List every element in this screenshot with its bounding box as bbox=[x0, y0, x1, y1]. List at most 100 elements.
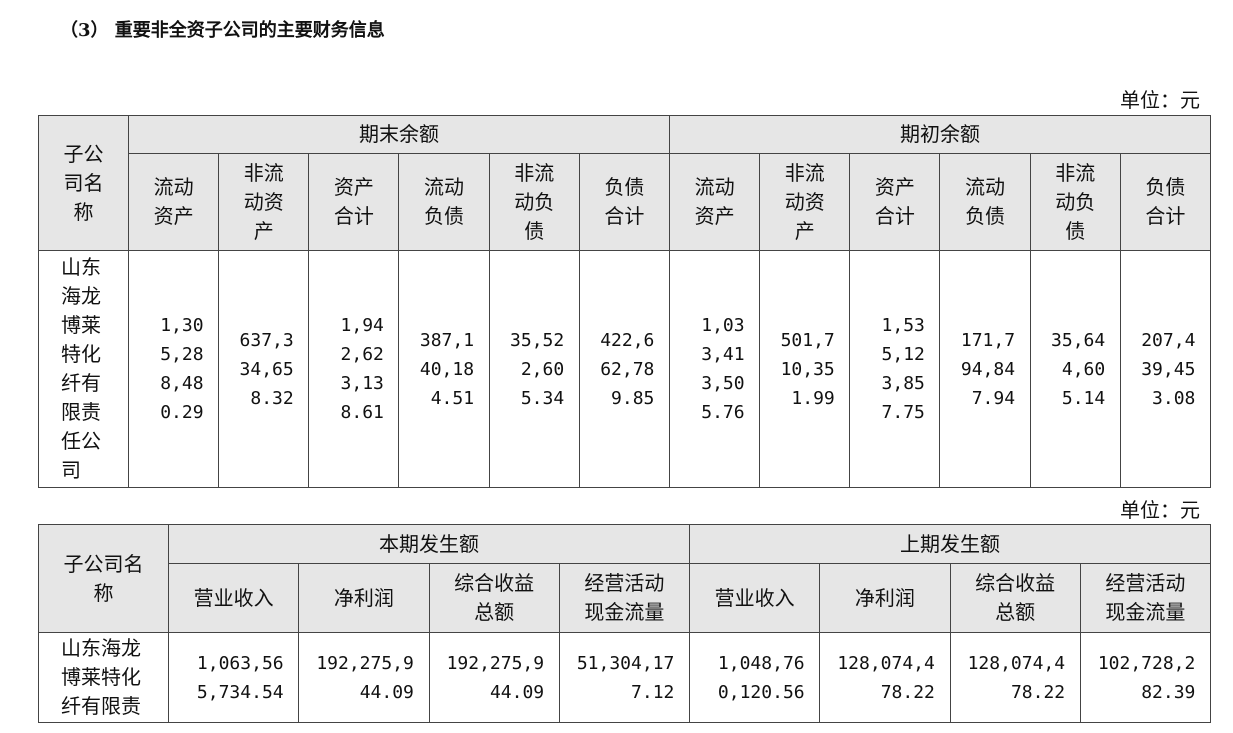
table: 子公司名称 期末余额 期初余额 流动资产 非流动资产 资产合计 流动负债 非流动负债 负债合计流… bbox=[38, 115, 1212, 488]
cell-text: 192,275,944.09 bbox=[316, 652, 414, 703]
cell-text: 1,063,565,734.54 bbox=[196, 652, 284, 703]
column-header: 非流动负债 bbox=[488, 153, 580, 251]
value-cell: 35,522,605.34 bbox=[488, 250, 580, 488]
header-row: 子公司名称 本期发生额 上期发生额 bbox=[38, 524, 1211, 633]
column-header: 经营活动现金流量 bbox=[1079, 563, 1212, 633]
cell-text: 上期发生额 bbox=[900, 531, 1000, 556]
data-row: 山东海龙博莱特化纤有限责 1,063,565,734.54 192,275,944.… bbox=[38, 632, 1212, 723]
value-cell: 192,275,944.09 bbox=[298, 632, 430, 723]
column-header: 流动负债 bbox=[939, 153, 1031, 251]
data-row: 山东海龙博莱特化纤有限责任公司 1,305,288,480.29 637,334,6… bbox=[38, 250, 1212, 488]
column-header: 流动资产 bbox=[669, 153, 761, 251]
value-cell: 128,074,478.22 bbox=[819, 632, 951, 723]
cell-text: 流动资产 bbox=[153, 175, 194, 228]
group-header: 期初余额 bbox=[669, 115, 1212, 154]
value-cell: 51,304,177.12 bbox=[558, 632, 691, 723]
value-cell: 171,794,847.94 bbox=[939, 250, 1031, 488]
column-header: 资产合计 bbox=[308, 153, 400, 251]
value-cell: 207,439,453.08 bbox=[1119, 250, 1212, 488]
cell-text: 流动负债 bbox=[424, 175, 465, 228]
column-header: 负债合计 bbox=[1119, 153, 1212, 251]
cell-text: 1,535,123,857.75 bbox=[881, 315, 925, 423]
cell-text: 387,140,184.51 bbox=[419, 329, 475, 409]
cell-text: 1,942,623,138.61 bbox=[340, 315, 384, 423]
cell-text: 非流动负债 bbox=[514, 160, 555, 243]
column-header: 流动资产 bbox=[127, 153, 220, 251]
cell-text: 综合收益总额 bbox=[975, 571, 1056, 624]
cell-text: 期末余额 bbox=[359, 122, 439, 146]
group-header: 本期发生额 bbox=[168, 524, 690, 564]
cell-text: 经营活动现金流量 bbox=[584, 571, 665, 624]
cell-text: 非流动资产 bbox=[784, 160, 825, 243]
column-header: 非流动负债 bbox=[1029, 153, 1121, 251]
cell-text: 637,334,658.32 bbox=[239, 329, 294, 409]
cell-text: 资产合计 bbox=[874, 175, 915, 228]
column-header: 营业收入 bbox=[167, 563, 300, 633]
cell-text: 非流动负债 bbox=[1055, 160, 1096, 243]
cell-text: 资产合计 bbox=[333, 175, 374, 228]
cell-text: 1,048,760,120.56 bbox=[717, 652, 805, 703]
cell-text: 128,074,478.22 bbox=[967, 652, 1066, 703]
cell-text: 子公司名称 bbox=[63, 551, 144, 605]
value-cell: 35,644,605.14 bbox=[1029, 250, 1121, 488]
value-cell: 1,063,565,734.54 bbox=[167, 632, 300, 723]
column-header: 净利润 bbox=[298, 563, 430, 633]
cell-text: 35,522,605.34 bbox=[510, 329, 565, 409]
cell-text: 负债合计 bbox=[604, 175, 645, 228]
column-header: 负债合计 bbox=[578, 153, 671, 251]
corner-header: 子公司名称 bbox=[38, 115, 129, 251]
column-header: 营业收入 bbox=[688, 563, 821, 633]
cell-text: 1,305,288,480.29 bbox=[160, 315, 204, 423]
cell-text: 非流动资产 bbox=[243, 160, 284, 243]
cell-text: 35,644,605.14 bbox=[1051, 329, 1106, 409]
cell-text: 102,728,282.39 bbox=[1097, 652, 1196, 703]
cell-text: 422,662,789.85 bbox=[600, 329, 655, 409]
group-header: 上期发生额 bbox=[689, 524, 1211, 564]
cell-text: 51,304,177.12 bbox=[576, 652, 675, 703]
cell-text: 流动负债 bbox=[965, 175, 1006, 228]
column-header: 净利润 bbox=[819, 563, 951, 633]
value-cell: 1,033,413,505.76 bbox=[669, 250, 761, 488]
cell-text: 经营活动现金流量 bbox=[1105, 571, 1186, 624]
cell-text: 207,439,453.08 bbox=[1141, 329, 1196, 409]
value-cell: 1,535,123,857.75 bbox=[849, 250, 941, 488]
value-cell: 387,140,184.51 bbox=[398, 250, 490, 488]
value-cell: 422,662,789.85 bbox=[578, 250, 671, 488]
column-header: 综合收益总额 bbox=[949, 563, 1081, 633]
cell-text: 负债合计 bbox=[1145, 175, 1186, 228]
corner-header: 子公司名称 bbox=[38, 524, 169, 633]
cell-text: 128,074,478.22 bbox=[837, 652, 935, 703]
cell-text: 山东海龙博莱特化纤有限责任公司 bbox=[61, 255, 101, 482]
value-cell: 1,942,623,138.61 bbox=[308, 250, 400, 488]
column-header: 综合收益总额 bbox=[428, 563, 560, 633]
value-cell: 128,074,478.22 bbox=[949, 632, 1081, 723]
value-cell: 1,305,288,480.29 bbox=[127, 250, 220, 488]
column-header: 流动负债 bbox=[398, 153, 490, 251]
value-cell: 637,334,658.32 bbox=[218, 250, 310, 488]
column-header: 非流动资产 bbox=[759, 153, 851, 251]
cell-text: 171,794,847.94 bbox=[960, 329, 1016, 409]
column-header: 经营活动现金流量 bbox=[558, 563, 691, 633]
section-title: （3） 重要非全资子公司的主要财务信息 bbox=[60, 20, 385, 41]
cell-text: 501,710,351.99 bbox=[780, 329, 835, 409]
cell-text: 净利润 bbox=[333, 585, 394, 610]
header-row: 营业收入 净利润 综合收益总额 经营活动现金流量 营业收入 净利润 综合收益总额 经营活动现金… bbox=[39, 563, 1212, 633]
cell-text: 192,275,944.09 bbox=[446, 652, 545, 703]
header-row: 流动资产 非流动资产 资产合计 流动负债 非流动负债 负债合计 流动资产 非流动资产 资产合计 流… bbox=[39, 153, 1212, 251]
unit-label: 单位：元 bbox=[1120, 88, 1200, 112]
cell-text: 营业收入 bbox=[193, 585, 274, 610]
header-row: 子公司名称 期末余额 期初余额 bbox=[38, 115, 1212, 251]
cell-text: 本期发生额 bbox=[379, 531, 479, 556]
unit-label: 单位：元 bbox=[1120, 498, 1200, 522]
cell-text: 山东海龙博莱特化纤有限责 bbox=[61, 636, 141, 718]
table: 子公司名称 本期发生额 上期发生额 营业收入 净利润 综合收益总额 经营活动现金流量 营业收入… bbox=[38, 524, 1212, 723]
value-cell: 1,048,760,120.56 bbox=[688, 632, 821, 723]
cell-text: 期初余额 bbox=[900, 122, 981, 146]
value-cell: 501,710,351.99 bbox=[759, 250, 851, 488]
cell-text: 流动资产 bbox=[694, 175, 735, 228]
value-cell: 192,275,944.09 bbox=[428, 632, 560, 723]
cell-text: 综合收益总额 bbox=[454, 571, 535, 624]
row-name: 山东海龙博莱特化纤有限责任公司 bbox=[38, 250, 129, 488]
cell-text: 1,033,413,505.76 bbox=[701, 315, 745, 423]
